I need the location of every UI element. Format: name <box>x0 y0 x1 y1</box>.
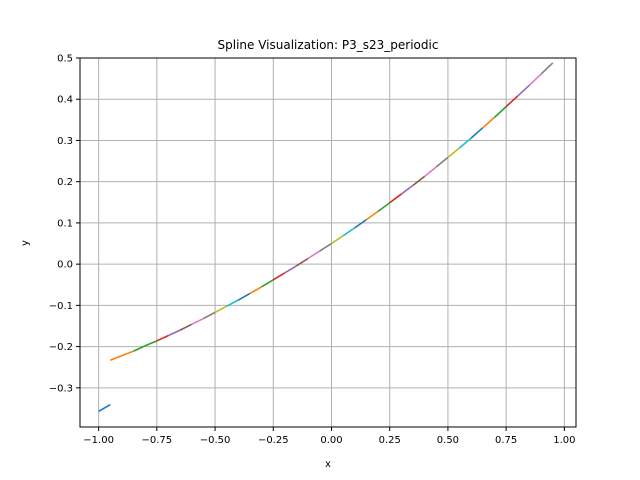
grid-lines <box>80 57 576 427</box>
y-tick-label: −0.3 <box>49 383 73 394</box>
spline-segment-34 <box>517 84 530 97</box>
spline-segment-0 <box>98 404 111 413</box>
x-tick-label: 0.75 <box>495 435 517 446</box>
spline-segment-22 <box>377 202 391 213</box>
spline-segment-15 <box>296 257 309 267</box>
spline-segment-30 <box>470 127 484 139</box>
y-axis-ticks: −0.3 −0.2 −0.1 0.0 0.1 0.2 0.3 0.4 0.5 <box>49 54 80 394</box>
spline-segment-20 <box>354 218 367 229</box>
x-tick-label: −0.50 <box>200 435 231 446</box>
spline-segment-16 <box>307 250 321 260</box>
y-tick-label: 0.4 <box>57 95 73 106</box>
y-axis-label: y <box>20 240 31 246</box>
spline-segment-8 <box>214 305 228 314</box>
y-tick-label: −0.2 <box>49 342 73 353</box>
y-tick-label: −0.1 <box>49 301 73 312</box>
spline-segment-18 <box>331 235 344 245</box>
y-tick-label: 0.2 <box>57 177 73 188</box>
spline-segment-6 <box>191 317 204 326</box>
spline-segment-9 <box>226 299 239 307</box>
chart-title: Spline Visualization: P3_s23_periodic <box>218 38 439 52</box>
spline-segment-14 <box>284 265 297 274</box>
spline-segment-5 <box>179 323 193 331</box>
spline-segment-19 <box>342 227 356 237</box>
spline-segment-7 <box>203 311 216 320</box>
spline-segment-35 <box>528 73 542 86</box>
x-tick-label: 0.00 <box>320 435 342 446</box>
spline-segment-27 <box>435 156 449 168</box>
x-tick-label: 1.00 <box>553 435 575 446</box>
spline-segment-36 <box>540 62 554 75</box>
x-axis-ticks: −1.00 −0.75 −0.50 −0.25 0.00 0.25 0.50 0.75 1.00 <box>83 427 575 446</box>
x-tick-label: 0.50 <box>437 435 459 446</box>
spline-segment-11 <box>249 286 263 295</box>
x-tick-label: −0.75 <box>142 435 173 446</box>
spline-segment-12 <box>261 279 274 288</box>
spline-segment-33 <box>505 95 519 108</box>
spline-segment-29 <box>459 137 472 149</box>
spline-segment-17 <box>319 242 332 252</box>
x-tick-label: 0.25 <box>379 435 401 446</box>
spline-segment-4 <box>168 329 181 337</box>
spline-segment-1 <box>109 350 134 361</box>
spline-segment-13 <box>272 272 286 281</box>
spline-segments <box>98 62 554 413</box>
spline-segment-21 <box>365 210 379 221</box>
y-tick-label: 0.0 <box>57 260 73 271</box>
x-tick-label: −1.00 <box>83 435 114 446</box>
spline-segment-28 <box>447 147 461 158</box>
y-tick-label: 0.3 <box>57 136 73 147</box>
spline-segment-3 <box>156 334 169 342</box>
spline-segment-23 <box>389 193 402 204</box>
spline-segment-31 <box>482 116 496 129</box>
spline-segment-25 <box>412 175 426 187</box>
y-tick-label: 0.5 <box>57 54 73 65</box>
x-axis-label: x <box>325 459 331 470</box>
spline-segment-2 <box>133 340 158 352</box>
spline-segment-32 <box>493 106 507 118</box>
spline-segment-26 <box>424 166 437 177</box>
axes-frame <box>79 57 577 428</box>
y-tick-label: 0.1 <box>57 218 73 229</box>
spline-segment-24 <box>400 184 414 195</box>
spline-segment-10 <box>237 292 251 301</box>
x-tick-label: −0.25 <box>258 435 289 446</box>
